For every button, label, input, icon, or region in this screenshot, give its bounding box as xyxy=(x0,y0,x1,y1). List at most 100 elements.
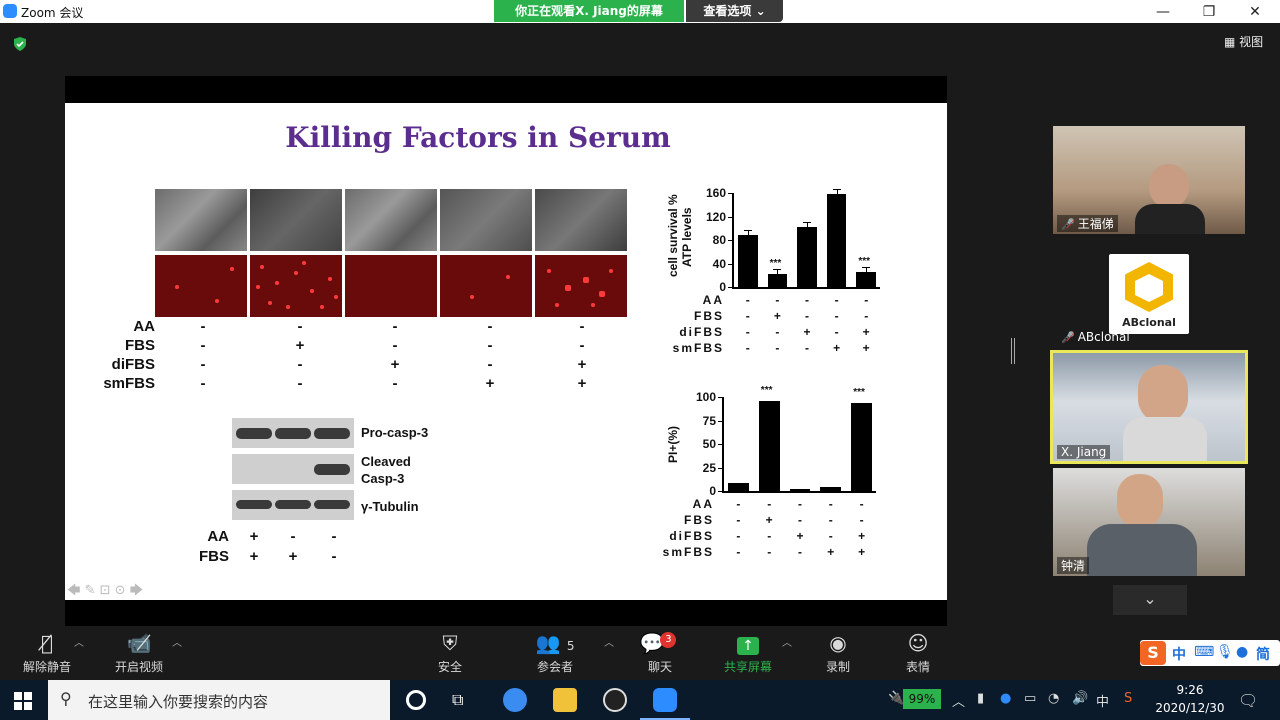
group-value: - xyxy=(828,529,833,543)
video-label: 开启视频 xyxy=(114,660,163,674)
share-screen-button[interactable]: ↑ 共享屏幕 xyxy=(703,630,793,675)
wifi-icon[interactable]: ◔ xyxy=(1048,691,1060,706)
chat-button[interactable]: 💬3 聊天 xyxy=(615,630,705,675)
panel-resize-handle[interactable] xyxy=(1011,338,1015,364)
y-tick-label: 50 xyxy=(702,437,716,451)
participant-name: X. Jiang xyxy=(1057,445,1111,459)
treatment-value: - xyxy=(487,318,493,335)
square-icon[interactable]: ⊡ xyxy=(99,583,111,598)
cortana-icon[interactable] xyxy=(406,690,426,710)
shield-icon[interactable] xyxy=(12,36,28,52)
group-value: - xyxy=(864,293,869,307)
group-value: - xyxy=(745,325,750,339)
y-axis-label: cell survival % xyxy=(666,194,680,277)
treatment-value: - xyxy=(297,356,303,373)
mic-tray-icon[interactable]: ▮ xyxy=(977,691,985,706)
video-tile[interactable]: 钟清 xyxy=(1053,468,1245,576)
chevron-up-icon[interactable]: ︿ xyxy=(952,695,966,710)
pencil-icon[interactable]: ✎ xyxy=(84,583,96,598)
mic-muted-icon: 🎤̸ xyxy=(1061,331,1075,344)
punctuation-icon[interactable]: ⌨ xyxy=(1194,644,1215,660)
notification-icon[interactable]: 🗨 xyxy=(1238,691,1259,710)
participants-button[interactable]: 👥 5 参会者 xyxy=(510,630,600,675)
chat-icon: 💬3 xyxy=(615,630,705,656)
share-banner: 你正在观看X. Jiang的屏幕 xyxy=(494,0,684,22)
y-axis xyxy=(722,397,724,491)
error-bar xyxy=(747,230,749,236)
group-value: - xyxy=(745,293,750,307)
taskbar-search[interactable]: ⚲ 在这里输入你要搜索的内容 xyxy=(48,680,390,720)
group-label: AA xyxy=(702,293,724,307)
security-button[interactable]: ⛨ 安全 xyxy=(405,630,495,675)
group-value: - xyxy=(775,293,780,307)
scroll-down-button[interactable]: ⌄ xyxy=(1113,585,1187,615)
ime-toolbar[interactable]: S 中 ⌨ 🎙 ● 简 xyxy=(1140,640,1280,666)
participant-name: 🎤̸ ABclonal xyxy=(1061,330,1130,344)
slide-annotation-tools[interactable]: 🡄 ✎ ⊡ ⊙ 🡆 xyxy=(67,581,143,603)
windows-start-icon[interactable] xyxy=(14,692,32,710)
video-off-icon: 📹̸ xyxy=(126,631,152,655)
battery-indicator[interactable]: 99% xyxy=(903,689,941,709)
keyboard-icon[interactable]: ▭ xyxy=(1024,691,1037,706)
fullwidth-icon[interactable]: ● xyxy=(1236,644,1249,660)
zoom-tray-icon[interactable]: ● xyxy=(1000,691,1012,706)
video-tile[interactable]: ABclonal 🎤̸ ABclonal xyxy=(1053,238,1245,346)
clock-date[interactable]: 2020/12/30 xyxy=(1155,701,1225,715)
clock-time[interactable]: 9:26 xyxy=(1176,683,1204,697)
voice-icon[interactable]: 🎙 xyxy=(1216,644,1234,660)
video-tile-active-speaker[interactable]: X. Jiang xyxy=(1050,350,1248,464)
participants-options-caret[interactable]: ︿ xyxy=(604,638,614,649)
more-icon[interactable]: ⊙ xyxy=(114,583,126,598)
y-tick-label: 75 xyxy=(702,413,716,428)
view-toggle-label: 视图 xyxy=(1239,35,1264,49)
reactions-button[interactable]: ☺ 表情 xyxy=(873,630,963,675)
arrow-left-icon[interactable]: 🡄 xyxy=(67,583,81,598)
view-options-button[interactable]: 查看选项 ⌄ xyxy=(686,0,783,22)
treatment-value: - xyxy=(579,337,585,354)
treatment-value: + xyxy=(390,356,400,373)
maximize-button[interactable]: ❐ xyxy=(1202,4,1216,20)
sogou-tray-icon[interactable]: S xyxy=(1124,691,1133,706)
volume-icon[interactable]: 🔊 xyxy=(1072,691,1089,706)
video-options-caret[interactable]: ︿ xyxy=(172,638,182,649)
significance-stars: *** xyxy=(858,256,871,268)
error-cap xyxy=(803,222,811,224)
significance-stars: *** xyxy=(769,258,782,270)
smiley-icon: ☺ xyxy=(907,631,929,655)
close-button[interactable]: ✕ xyxy=(1249,4,1261,20)
minimize-button[interactable]: — xyxy=(1156,4,1170,20)
bar xyxy=(767,274,788,287)
mute-options-caret[interactable]: ︿ xyxy=(74,638,84,649)
treatment-label: diFBS xyxy=(111,356,155,373)
video-button[interactable]: 📹̸ 开启视频 xyxy=(94,630,184,675)
sogou-browser-icon[interactable] xyxy=(503,688,527,712)
treatment-value: - xyxy=(200,337,206,354)
share-options-caret[interactable]: ︿ xyxy=(782,638,792,649)
y-tick-label: 25 xyxy=(702,460,716,475)
task-view-icon[interactable]: ⧉ xyxy=(452,690,464,709)
blot-condition-value: + xyxy=(249,528,259,545)
video-tile[interactable]: 🎤̸ 王福俤 xyxy=(1053,126,1245,234)
app-icon[interactable] xyxy=(603,688,627,712)
ime-mode-chinese[interactable]: 中 xyxy=(1172,647,1186,663)
micrograph-fluorescence xyxy=(535,255,627,317)
group-value: + xyxy=(862,325,870,339)
file-explorer-icon[interactable] xyxy=(553,688,577,712)
blot-tubulin xyxy=(232,490,354,520)
record-button[interactable]: ◉ 录制 xyxy=(793,630,883,675)
zoom-taskbar-icon[interactable] xyxy=(653,688,677,712)
mute-button[interactable]: 🎙̸ 解除静音 xyxy=(2,630,92,675)
ime-tray-icon[interactable]: 中 xyxy=(1096,695,1110,710)
view-toggle-button[interactable]: ▦ 视图 xyxy=(1224,33,1263,50)
arrow-right-icon[interactable]: 🡆 xyxy=(129,583,144,598)
y-axis-label: PI+(%) xyxy=(666,425,680,463)
micrograph-brightfield xyxy=(345,189,437,251)
y-tick-label: 80 xyxy=(712,233,726,247)
micrograph-fluorescence xyxy=(250,255,342,317)
participant-body xyxy=(1123,417,1207,461)
ime-simplified[interactable]: 简 xyxy=(1256,647,1270,663)
blot-condition-value: - xyxy=(331,528,337,545)
plug-icon[interactable]: 🔌 xyxy=(888,691,905,706)
participant-body xyxy=(1135,204,1205,234)
y-tick-label: 0 xyxy=(709,484,716,498)
